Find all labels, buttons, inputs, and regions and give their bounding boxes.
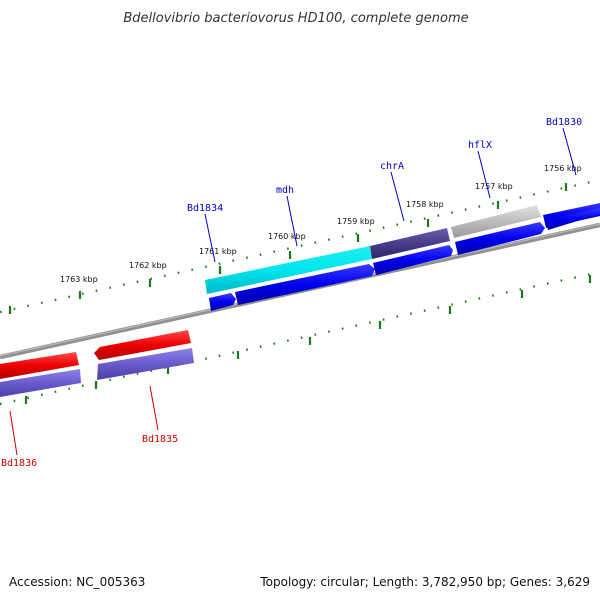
cds-bd1836[interactable] [0,369,81,397]
gene-chra-arrow[interactable] [373,245,453,275]
feature-hflx[interactable] [451,205,541,238]
cds-bd1835[interactable] [97,348,194,380]
gene-label-mdh[interactable]: mdh [276,185,294,196]
kbp-label: 1760 kbp [268,232,306,241]
gene-label-bd1835[interactable]: Bd1835 [142,434,178,445]
gene-bd1830-arrow[interactable] [546,208,600,230]
gene-label-chra[interactable]: chrA [380,161,404,172]
map-title: Bdellovibrio bacteriovorus HD100, comple… [123,11,468,26]
kbp-label: 1756 kbp [544,164,582,173]
gene-labels: Bd1834 mdh chrA hflX Bd1830 Bd1835 Bd183… [1,117,582,469]
kbp-label: 1757 kbp [475,182,513,191]
gene-bd1835-arrow[interactable] [94,330,191,360]
gene-label-bd1830[interactable]: Bd1830 [546,117,582,128]
kbp-label: 1762 kbp [129,261,167,270]
reverse-cds-row [0,348,194,397]
accession-text: Accession: NC_005363 [9,575,145,589]
feature-cyan[interactable] [205,246,372,294]
lower-major-ticks [24,275,592,404]
gene-bd1836-arrow[interactable] [0,352,79,379]
kbp-label: 1759 kbp [337,217,375,226]
feature-chra[interactable] [370,228,450,259]
reverse-gene-row [0,330,191,379]
gene-bd1834-arrow[interactable] [209,293,236,311]
gene-label-bd1836[interactable]: Bd1836 [1,458,37,469]
topology-text: Topology: circular; Length: 3,782,950 bp… [259,575,590,589]
gene-label-bd1834[interactable]: Bd1834 [187,203,223,214]
forward-gene-row [209,208,600,311]
upper-major-ticks [8,183,568,314]
kbp-label: 1761 kbp [199,247,237,256]
label-leaders [9,127,577,456]
gene-mdh-arrow[interactable] [235,264,375,305]
kbp-label: 1763 kbp [60,275,98,284]
kbp-labels: 1763 kbp 1762 kbp 1761 kbp 1760 kbp 1759… [60,164,582,284]
kbp-label: 1758 kbp [406,200,444,209]
gene-hflx-arrow[interactable] [455,222,545,255]
gene-label-hflx[interactable]: hflX [468,140,492,151]
